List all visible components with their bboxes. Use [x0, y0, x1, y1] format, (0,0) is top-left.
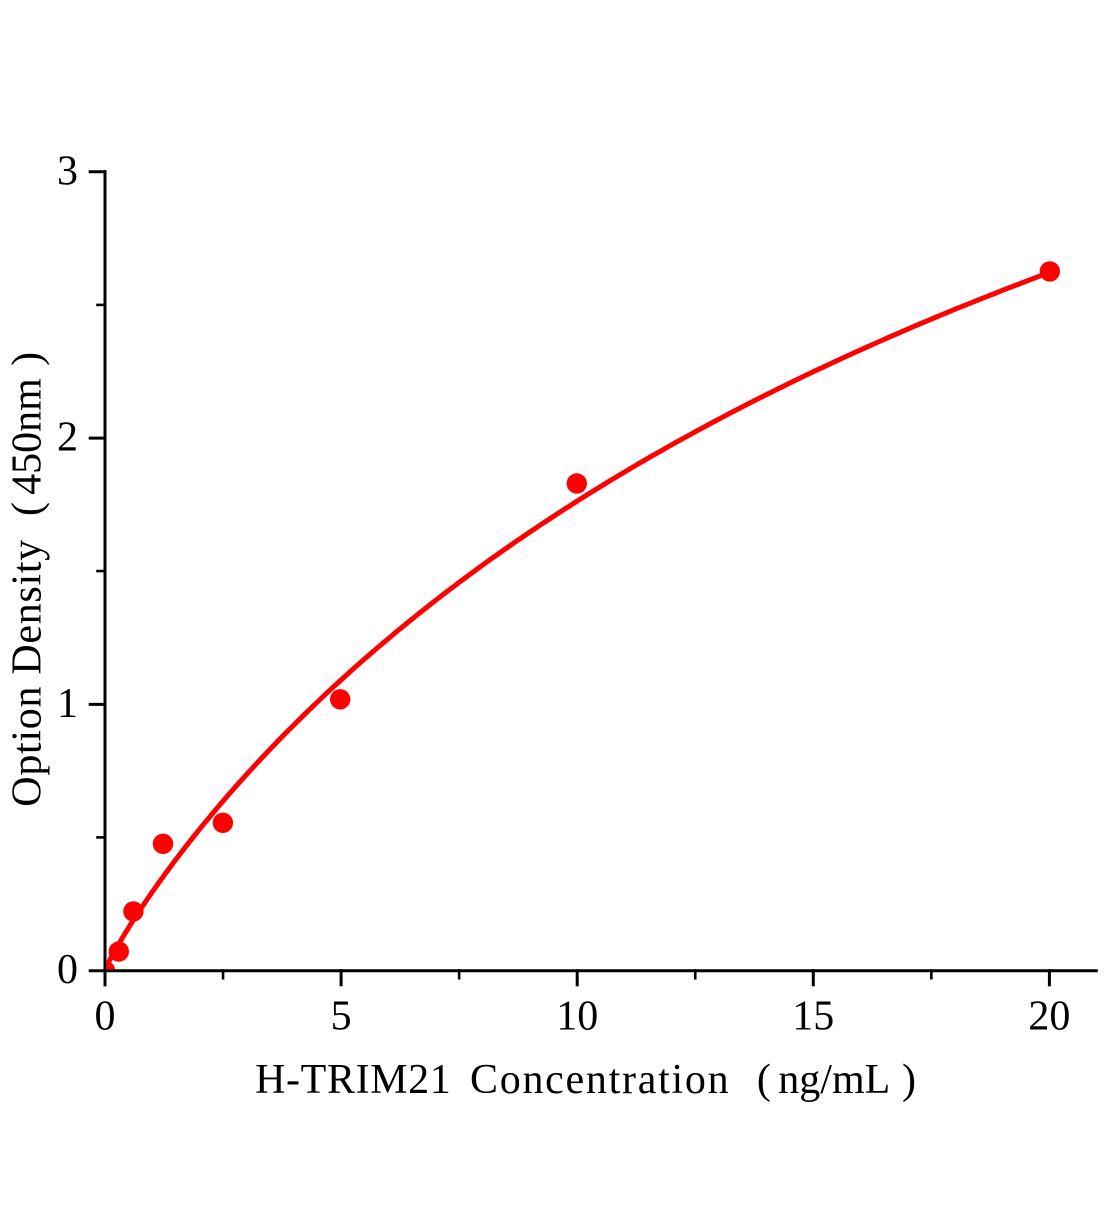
svg-text:(: (	[4, 502, 50, 516]
svg-text:20: 20	[1028, 993, 1070, 1039]
svg-text:(: (	[757, 1057, 771, 1103]
svg-text:1: 1	[57, 681, 78, 727]
svg-text:Concentration: Concentration	[470, 1057, 729, 1103]
svg-text:0: 0	[95, 993, 116, 1039]
svg-text:15: 15	[792, 993, 834, 1039]
svg-text:): )	[902, 1057, 916, 1103]
svg-text:5: 5	[331, 993, 352, 1039]
svg-text:450nm: 450nm	[4, 378, 50, 495]
svg-text:ng/mL: ng/mL	[778, 1057, 890, 1103]
svg-text:H-TRIM21: H-TRIM21	[255, 1057, 451, 1103]
svg-text:3: 3	[57, 148, 78, 194]
svg-text:): )	[4, 352, 50, 366]
svg-text:Option Density: Option Density	[4, 540, 50, 807]
svg-text:0: 0	[57, 947, 78, 993]
svg-text:10: 10	[556, 993, 598, 1039]
svg-text:2: 2	[57, 415, 78, 461]
